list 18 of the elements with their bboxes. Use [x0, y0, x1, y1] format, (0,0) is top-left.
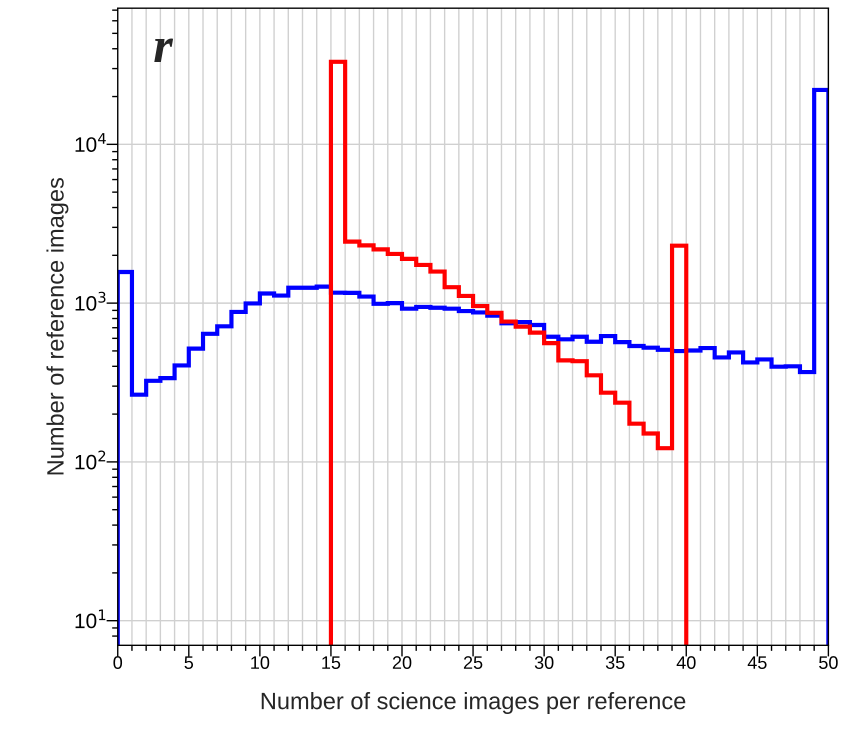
- x-tick-label: 45: [748, 656, 767, 669]
- y-axis-title: Number of reference images: [46, 178, 68, 474]
- x-tick-label: 30: [534, 656, 554, 669]
- y-tick-label: 10$^{3}$: [76, 292, 106, 311]
- x-tick-label: 15: [322, 656, 340, 669]
- x-tick-label: 25: [464, 656, 482, 669]
- x-tick-label: 5: [184, 656, 194, 669]
- x-tick-label: 50: [819, 656, 838, 669]
- x-tick-label: 10: [251, 656, 270, 669]
- y-tick-label: 10$^{2}$: [76, 450, 106, 470]
- x-axis-title: Number of science images per reference: [262, 692, 686, 714]
- x-tick-label: 40: [676, 656, 696, 669]
- y-tick-label: 10$^{4}$: [76, 133, 106, 152]
- y-tick-label: 10$^{1}$: [76, 609, 106, 628]
- annotation: r: [154, 38, 174, 62]
- x-tick-label: 20: [392, 656, 412, 669]
- x-tick-label: 35: [606, 656, 624, 669]
- x-tick-label: 0: [113, 656, 122, 669]
